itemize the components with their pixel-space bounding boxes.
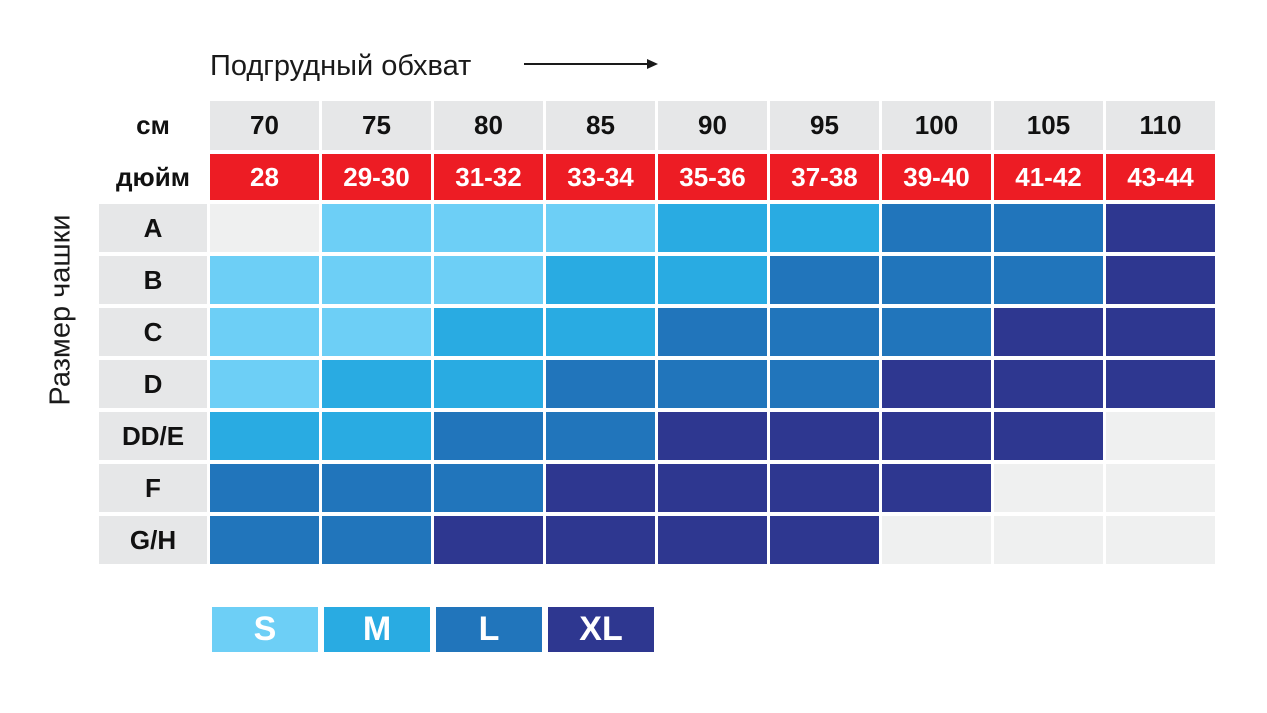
size-cell (434, 256, 543, 304)
size-cell (658, 204, 767, 252)
size-cell (210, 412, 319, 460)
size-cell (546, 464, 655, 512)
size-cell (770, 360, 879, 408)
band-inch-label: 37-38 (770, 154, 879, 200)
size-cell (770, 256, 879, 304)
size-cell (546, 256, 655, 304)
size-cell (322, 360, 431, 408)
right-arrow-icon (524, 59, 658, 69)
size-cell (210, 360, 319, 408)
size-cell (770, 464, 879, 512)
size-cell (434, 464, 543, 512)
size-cell (882, 360, 991, 408)
size-cell (658, 412, 767, 460)
band-inch-label: 31-32 (434, 154, 543, 200)
size-cell (1106, 464, 1215, 512)
cup-label: D (99, 360, 207, 408)
band-inch-label: 33-34 (546, 154, 655, 200)
size-cell (1106, 360, 1215, 408)
band-cm-label: 95 (770, 101, 879, 150)
size-cell (994, 308, 1103, 356)
size-cell (658, 464, 767, 512)
size-cell (994, 204, 1103, 252)
legend-swatch: M (324, 607, 430, 652)
size-cell (658, 516, 767, 564)
x-axis-title: Подгрудный обхват (210, 50, 472, 82)
size-cell (770, 516, 879, 564)
size-cell (1106, 204, 1215, 252)
size-cell (434, 308, 543, 356)
size-cell (882, 412, 991, 460)
band-cm-label: 85 (546, 101, 655, 150)
size-cell (882, 256, 991, 304)
size-cell (322, 256, 431, 304)
size-cell (994, 256, 1103, 304)
size-cell (546, 360, 655, 408)
band-cm-label: 90 (658, 101, 767, 150)
size-cell (210, 516, 319, 564)
cm-row-label: см (136, 110, 170, 140)
band-cm-label: 100 (882, 101, 991, 150)
band-cm-label: 70 (210, 101, 319, 150)
size-cell (210, 308, 319, 356)
band-inch-label: 29-30 (322, 154, 431, 200)
size-cell (1106, 412, 1215, 460)
size-cell (322, 464, 431, 512)
cup-label: G/H (99, 516, 207, 564)
size-cell (770, 412, 879, 460)
band-cm-label: 75 (322, 101, 431, 150)
inch-row-label: дюйм (116, 161, 190, 192)
size-cell (322, 308, 431, 356)
size-cell (658, 256, 767, 304)
size-cell (770, 204, 879, 252)
size-cell (1106, 308, 1215, 356)
legend-swatch: XL (548, 607, 654, 652)
size-cell (434, 516, 543, 564)
size-cell (210, 256, 319, 304)
size-cell (882, 308, 991, 356)
legend-swatch: L (436, 607, 542, 652)
size-cell (1106, 516, 1215, 564)
size-cell (546, 412, 655, 460)
size-cell (546, 204, 655, 252)
size-cell (322, 516, 431, 564)
size-cell (994, 360, 1103, 408)
size-cell (658, 360, 767, 408)
band-inch-label: 43-44 (1106, 154, 1215, 200)
size-cell (434, 360, 543, 408)
band-inch-label: 41-42 (994, 154, 1103, 200)
size-cell (882, 204, 991, 252)
size-cell (994, 412, 1103, 460)
band-cm-label: 105 (994, 101, 1103, 150)
size-cell (882, 464, 991, 512)
size-cell (434, 204, 543, 252)
cup-label: B (99, 256, 207, 304)
band-inch-label: 35-36 (658, 154, 767, 200)
band-cm-label: 80 (434, 101, 543, 150)
size-cell (658, 308, 767, 356)
size-cell (546, 308, 655, 356)
band-inch-label: 28 (210, 154, 319, 200)
size-cell (994, 516, 1103, 564)
size-cell (210, 204, 319, 252)
size-cell (994, 464, 1103, 512)
size-cell (770, 308, 879, 356)
cup-label: DD/E (99, 412, 207, 460)
size-cell (322, 412, 431, 460)
size-cell (210, 464, 319, 512)
cup-label: A (99, 204, 207, 252)
size-cell (322, 204, 431, 252)
cup-label: C (99, 308, 207, 356)
band-cm-label: 110 (1106, 101, 1215, 150)
cup-label: F (99, 464, 207, 512)
size-cell (882, 516, 991, 564)
size-cell (546, 516, 655, 564)
legend-swatch: S (212, 607, 318, 652)
band-inch-label: 39-40 (882, 154, 991, 200)
size-cell (434, 412, 543, 460)
size-cell (1106, 256, 1215, 304)
